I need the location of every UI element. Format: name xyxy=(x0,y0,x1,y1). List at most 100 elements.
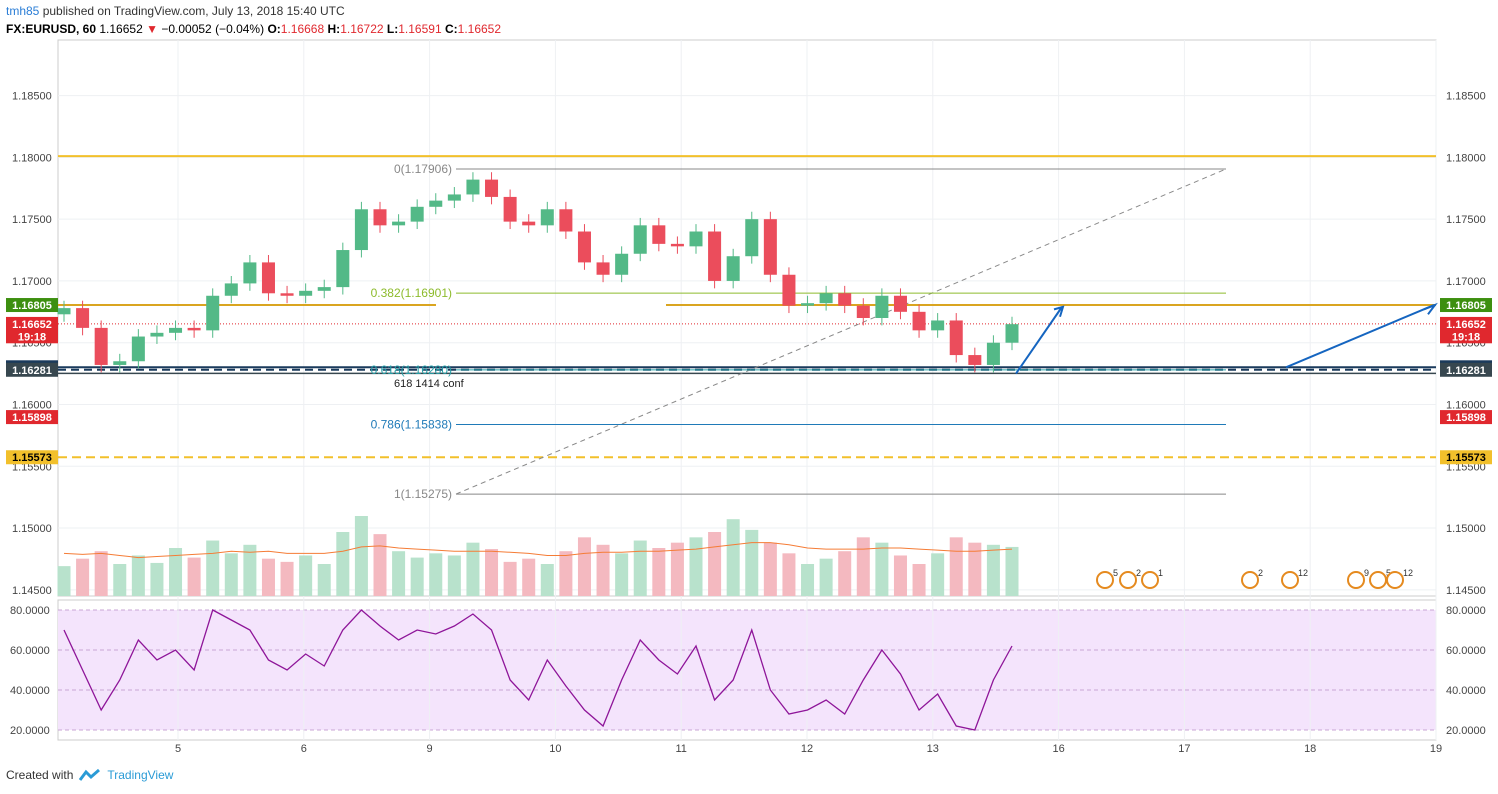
x-tick-label: 12 xyxy=(801,743,813,755)
fib-level-label: 0.786(1.15838) xyxy=(371,418,452,432)
y-tick-label-left: 1.15500 xyxy=(12,461,52,473)
candle-body xyxy=(485,179,499,197)
price-tag-text-left: 1.16281 xyxy=(12,365,52,377)
author-name[interactable]: tmh85 xyxy=(6,4,40,18)
fib-level-label: 0.382(1.16901) xyxy=(371,286,452,300)
candle-body xyxy=(652,225,666,244)
price-tag-text-left: 1.15573 xyxy=(12,452,52,464)
event-count-label: 2 xyxy=(1136,568,1141,578)
volume-bar xyxy=(893,555,907,596)
y-tick-label-left: 1.17500 xyxy=(12,214,52,226)
volume-bar xyxy=(150,562,164,596)
event-count-label: 12 xyxy=(1298,568,1308,578)
y-tick-label-right: 1.15500 xyxy=(1446,461,1486,473)
candle-body xyxy=(912,311,926,331)
candle-body xyxy=(243,262,257,284)
created-with-text: Created with xyxy=(6,768,74,782)
price-tag-left xyxy=(6,298,58,313)
price-tag-text-right: 1.16652 xyxy=(1446,319,1486,331)
rsi-line xyxy=(63,609,1013,731)
volume-bar xyxy=(819,558,833,596)
event-count-label: 2 xyxy=(1258,568,1263,578)
economic-event-flag-icon xyxy=(1096,571,1114,589)
candle-body xyxy=(856,305,870,318)
price-tag-right xyxy=(1440,450,1492,465)
volume-bar xyxy=(726,519,740,596)
candle-body xyxy=(801,303,815,306)
candle-body xyxy=(689,231,703,247)
y-tick-label-left: 1.14500 xyxy=(12,585,52,597)
y-tick-label-right: 1.15000 xyxy=(1446,523,1486,535)
volume-bar xyxy=(447,555,461,596)
volume-bar xyxy=(670,542,684,596)
footer: Created with TradingView xyxy=(6,768,173,782)
y-tick-label-left: 1.17000 xyxy=(12,276,52,288)
volume-bar xyxy=(745,529,759,596)
projection-arrow-2 xyxy=(1285,304,1435,369)
candle-body xyxy=(875,295,889,318)
volume-bar xyxy=(782,553,796,596)
candle-body xyxy=(633,225,647,254)
volume-bar xyxy=(875,542,889,596)
volume-bar xyxy=(838,551,852,596)
volume-bar xyxy=(354,516,368,596)
candle-body xyxy=(150,332,164,337)
x-tick-label: 11 xyxy=(675,743,686,755)
x-tick-label: 17 xyxy=(1178,743,1190,755)
candle-body xyxy=(224,283,238,296)
volume-bar xyxy=(113,564,127,596)
volume-bar xyxy=(931,553,945,596)
economic-event-flag-icon xyxy=(1141,571,1159,589)
x-tick-label: 13 xyxy=(927,743,939,755)
candle-body xyxy=(819,293,833,304)
candle-body xyxy=(429,200,443,207)
candle-body xyxy=(577,231,591,263)
candle-body xyxy=(113,361,127,365)
volume-bar xyxy=(169,548,183,596)
fib-level-label: 1(1.15275) xyxy=(394,487,452,501)
price-tag-left xyxy=(6,316,58,331)
event-count-label: 5 xyxy=(1386,568,1391,578)
volume-bar xyxy=(540,564,554,596)
x-tick-label: 9 xyxy=(427,743,433,755)
volume-bar xyxy=(224,553,238,596)
economic-event-flag-icon xyxy=(1281,571,1299,589)
price-tag-left xyxy=(6,362,58,377)
x-tick-label: 16 xyxy=(1052,743,1064,755)
price-tag-left xyxy=(6,450,58,465)
price-pane xyxy=(57,39,1437,597)
tradingview-brand[interactable]: TradingView xyxy=(107,768,174,782)
price-tag-text-left: 1.15898 xyxy=(12,412,52,424)
rsi-tick-label-right: 40.0000 xyxy=(1446,685,1486,697)
y-tick-label-right: 1.16000 xyxy=(1446,399,1486,411)
volume-bar xyxy=(317,564,331,596)
candle-body xyxy=(540,209,554,226)
candle-body xyxy=(931,320,945,331)
candle-body xyxy=(968,355,982,365)
candle-body xyxy=(354,209,368,251)
volume-bar xyxy=(596,544,610,596)
close-value: 1.16652 xyxy=(457,22,502,36)
ohlc-legend: FX:EURUSD, 60 1.16652 ▼ −0.00052 (−0.04%… xyxy=(6,22,501,36)
high-label: H: xyxy=(327,22,341,36)
fib-level-label: 0.618(1.16280) xyxy=(371,363,452,377)
candle-body xyxy=(745,219,759,257)
y-tick-label-right: 1.17500 xyxy=(1446,214,1486,226)
candle-body xyxy=(559,209,573,232)
price-tag-right xyxy=(1440,316,1492,331)
x-tick-label: 19 xyxy=(1430,743,1442,755)
volume-bar xyxy=(856,537,870,596)
price-tag-text-right: 19:18 xyxy=(1452,331,1480,343)
y-tick-label-right: 1.18500 xyxy=(1446,91,1486,103)
candle-body xyxy=(726,256,740,281)
candle-body xyxy=(838,293,852,306)
candle-body xyxy=(373,209,387,226)
volume-bar xyxy=(466,542,480,596)
volume-bar xyxy=(485,549,499,596)
volume-bar xyxy=(559,551,573,596)
volume-bar xyxy=(503,561,517,596)
high-value: 1.16722 xyxy=(340,22,384,36)
event-count-label: 1 xyxy=(1158,568,1163,578)
price-tag-text-right: 1.15898 xyxy=(1446,412,1486,424)
